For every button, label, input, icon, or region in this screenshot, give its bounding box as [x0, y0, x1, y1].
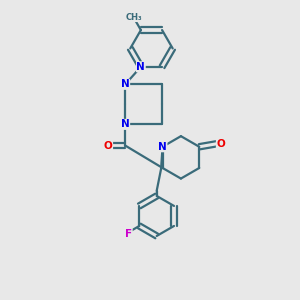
Text: N: N	[121, 119, 130, 129]
Text: F: F	[125, 229, 132, 238]
Text: N: N	[121, 79, 130, 89]
Text: O: O	[216, 139, 225, 149]
Text: N: N	[136, 62, 145, 72]
Text: O: O	[104, 141, 112, 151]
Text: N: N	[158, 142, 167, 152]
Text: CH₃: CH₃	[126, 13, 142, 22]
